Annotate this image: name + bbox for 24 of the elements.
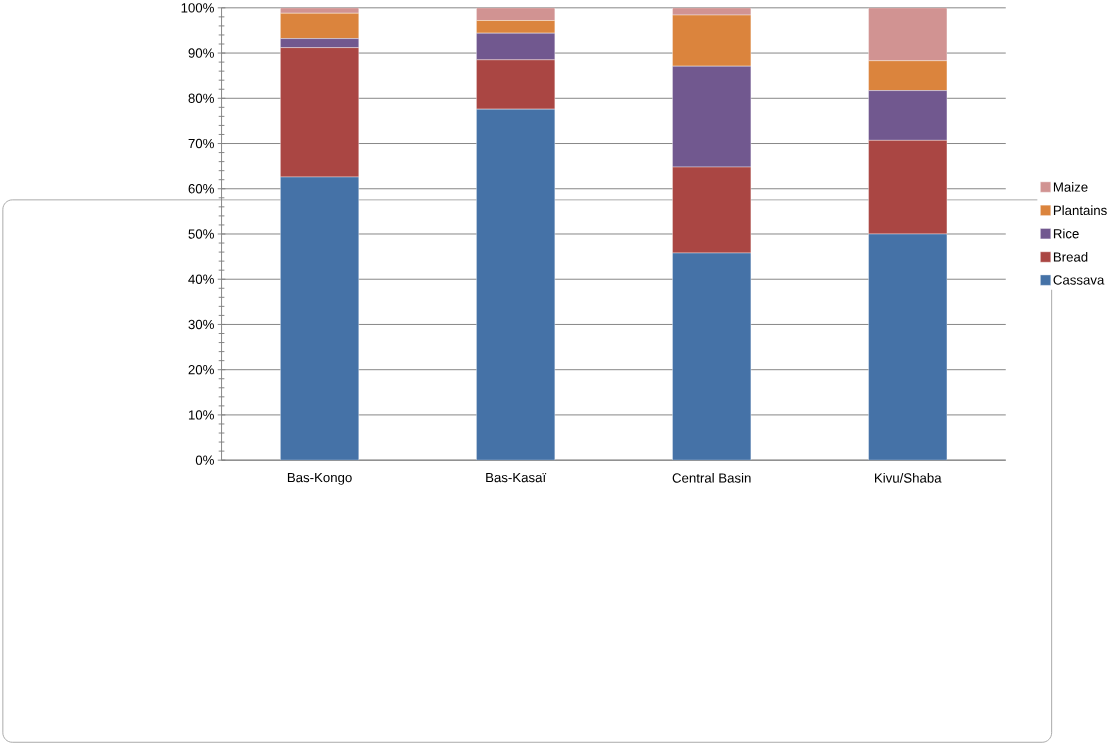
y-tick-label: 0% <box>195 455 214 465</box>
x-tick-label: Bas-Kasaï <box>486 472 547 483</box>
y-tick-label: 40% <box>188 274 214 284</box>
x-tick-label: Bas-Kongo <box>287 472 352 485</box>
y-tick-label: 80% <box>188 93 214 103</box>
bar <box>672 252 752 461</box>
legend-label: Maize <box>1053 181 1088 192</box>
y-tick-label: 50% <box>188 229 214 239</box>
bar <box>868 233 948 461</box>
bar <box>280 176 359 461</box>
x-tick-label: Central Basin <box>672 472 751 483</box>
x-tick-label: Kivu/Shaba <box>875 472 942 483</box>
legend-label: Plantains <box>1053 205 1107 216</box>
y-tick-label: 60% <box>188 184 214 194</box>
y-tick-label: 100% <box>181 3 214 13</box>
y-tick-label: 70% <box>188 138 214 149</box>
y-tick-label: 30% <box>188 319 214 330</box>
y-tick-label: 10% <box>188 410 214 420</box>
legend-label: Rice <box>1053 228 1079 239</box>
legend-label: Bread <box>1053 251 1088 262</box>
y-tick-label: 20% <box>188 364 214 375</box>
legend-label: Cassava <box>1053 275 1105 285</box>
y-tick-label: 90% <box>188 48 214 58</box>
bar <box>476 108 556 461</box>
